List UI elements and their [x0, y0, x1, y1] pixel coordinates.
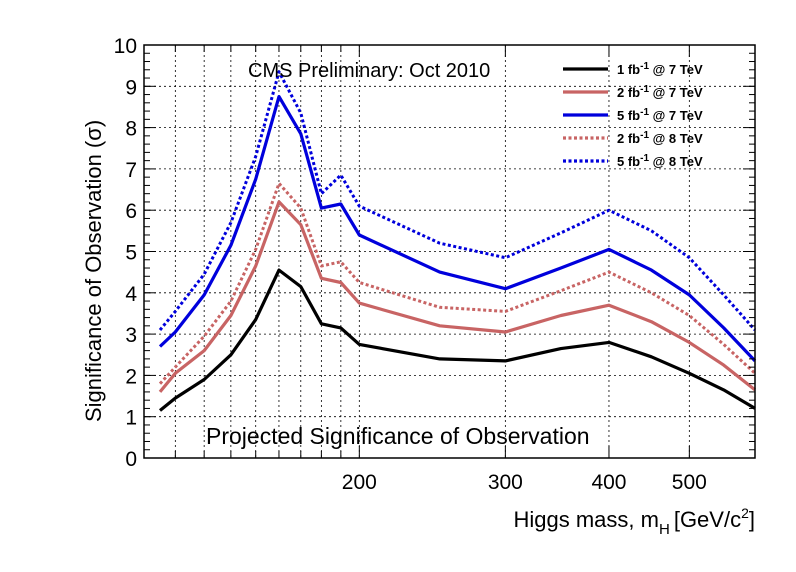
x-axis-title-unit: [GeV/c	[674, 507, 741, 532]
x-tick-labels: 200 300 400 500	[342, 471, 707, 494]
footer-text: Projected Significance of Observation	[206, 423, 590, 449]
y-tick-label: 8	[125, 118, 137, 141]
x-axis-title-subscript: H	[659, 521, 670, 538]
legend-label-4: 2 fb-1 @ 8 TeV	[617, 130, 703, 146]
legend-label-5: 5 fb-1 @ 8 TeV	[617, 153, 703, 169]
x-axis-title-unit-end: ]	[749, 507, 755, 532]
legend-label-3: 5 fb-1 @ 7 TeV	[617, 107, 703, 123]
series-line-2	[158, 200, 756, 393]
y-tick-label: 4	[125, 283, 137, 306]
x-tick-label: 500	[672, 471, 707, 494]
series-layer	[158, 70, 757, 412]
grid	[144, 45, 755, 458]
y-tick-label: 0	[125, 448, 137, 471]
y-tick-label: 2	[125, 365, 137, 388]
x-tick-label: 300	[488, 471, 523, 494]
x-axis-title-main: Higgs mass, m	[514, 507, 659, 532]
ticks	[143, 44, 756, 459]
y-tick-label: 5	[125, 242, 137, 265]
series-line-3	[158, 94, 757, 363]
x-axis-title-unit-sup: 2	[741, 505, 749, 521]
legend: 1 fb-1 @ 7 TeV 2 fb-1 @ 7 TeV 5 fb-1 @ 7 T…	[563, 61, 703, 169]
y-tick-label: 3	[125, 324, 137, 347]
series-line-5	[158, 70, 757, 331]
series-line-4	[158, 181, 757, 385]
y-tick-label: 6	[125, 200, 137, 223]
y-tick-label: 10	[114, 35, 137, 58]
y-tick-labels: 0 1 2 3 4 5 6 7 8 9 10	[114, 35, 138, 471]
legend-label-2: 2 fb-1 @ 7 TeV	[617, 84, 703, 100]
x-axis-title: Higgs mass, mH [GeV/c2]	[514, 505, 756, 538]
y-axis-title: Significance of Observation (σ)	[81, 120, 106, 422]
y-tick-label: 9	[125, 76, 137, 99]
x-tick-label: 400	[591, 471, 626, 494]
legend-label-1: 1 fb-1 @ 7 TeV	[617, 61, 703, 77]
chart-annotation: CMS Preliminary: Oct 2010	[248, 60, 490, 82]
y-tick-label: 7	[125, 159, 137, 182]
series-line-1	[158, 268, 756, 412]
x-tick-label: 200	[342, 471, 377, 494]
y-tick-label: 1	[125, 407, 137, 430]
